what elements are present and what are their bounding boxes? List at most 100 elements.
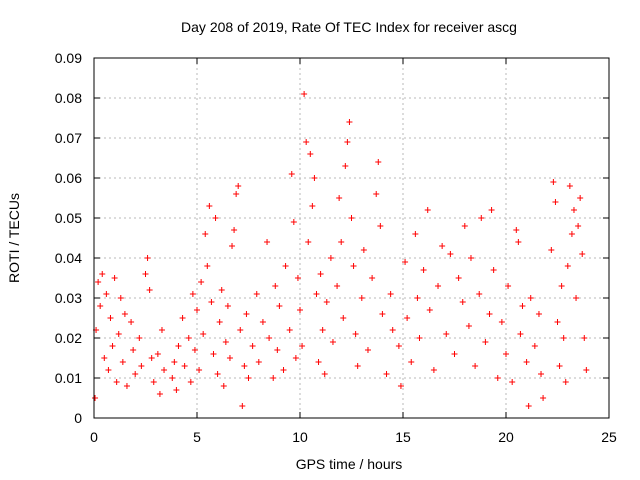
data-point <box>307 151 314 157</box>
data-point <box>301 91 308 97</box>
data-point <box>573 295 580 301</box>
plot-frame <box>93 57 610 419</box>
data-point <box>562 379 569 385</box>
x-tick-label: 0 <box>90 429 98 445</box>
data-point <box>360 247 367 253</box>
x-tick-label: 25 <box>601 429 617 445</box>
data-point <box>519 303 526 309</box>
data-point <box>552 199 559 205</box>
data-point <box>478 215 485 221</box>
data-point <box>556 363 563 369</box>
data-point <box>253 291 260 297</box>
data-point <box>358 295 365 301</box>
data-point <box>486 311 493 317</box>
data-point <box>206 203 213 209</box>
data-point <box>113 379 120 385</box>
data-point <box>395 343 402 349</box>
data-point <box>259 319 266 325</box>
data-point <box>443 331 450 337</box>
data-point <box>92 395 99 401</box>
data-point <box>103 291 110 297</box>
data-point <box>185 335 192 341</box>
data-point <box>158 327 165 333</box>
data-point <box>465 323 472 329</box>
data-point <box>191 347 198 353</box>
data-point <box>540 395 547 401</box>
data-point <box>558 283 565 289</box>
data-point <box>435 283 442 289</box>
data-point <box>212 215 219 221</box>
data-point <box>218 287 225 293</box>
data-point <box>290 219 297 225</box>
y-tick-label: 0.09 <box>55 50 82 66</box>
data-point <box>467 255 474 261</box>
data-point <box>420 267 427 273</box>
data-point <box>241 363 248 369</box>
data-point <box>245 375 252 381</box>
data-point <box>181 363 188 369</box>
data-point <box>111 275 118 281</box>
data-point <box>461 223 468 229</box>
data-point <box>408 359 415 365</box>
data-point <box>583 367 590 373</box>
data-point <box>560 335 567 341</box>
data-point <box>336 195 343 201</box>
data-point <box>156 391 163 397</box>
data-point <box>231 227 238 233</box>
data-point <box>150 379 157 385</box>
data-point <box>115 331 122 337</box>
data-point <box>577 195 584 201</box>
data-point <box>173 387 180 393</box>
data-point <box>272 283 279 289</box>
x-tick-label: 5 <box>193 429 201 445</box>
data-point <box>309 203 316 209</box>
data-point <box>350 263 357 269</box>
data-point <box>354 363 361 369</box>
data-point <box>329 339 336 345</box>
data-point <box>179 315 186 321</box>
data-point <box>426 307 433 313</box>
data-point <box>154 351 161 357</box>
data-point <box>136 335 143 341</box>
data-point <box>538 371 545 377</box>
data-point <box>105 367 112 373</box>
data-point <box>101 355 108 361</box>
data-point <box>412 231 419 237</box>
data-point <box>288 171 295 177</box>
data-point <box>204 263 211 269</box>
data-point <box>439 243 446 249</box>
data-point <box>505 283 512 289</box>
data-point <box>117 295 124 301</box>
data-point <box>402 259 409 265</box>
data-point <box>550 179 557 185</box>
data-point <box>142 271 149 277</box>
data-point <box>292 355 299 361</box>
data-point <box>375 159 382 165</box>
data-point <box>498 319 505 325</box>
x-axis-label: GPS time / hours <box>296 456 403 472</box>
data-point <box>364 347 371 353</box>
data-point <box>99 271 106 277</box>
data-point <box>270 375 277 381</box>
data-point <box>554 319 561 325</box>
data-point <box>243 311 250 317</box>
data-point <box>319 327 326 333</box>
data-point <box>509 379 516 385</box>
data-point <box>404 315 411 321</box>
data-point <box>189 291 196 297</box>
data-point <box>523 359 530 365</box>
data-point <box>148 355 155 361</box>
data-point <box>323 299 330 305</box>
data-point <box>235 183 242 189</box>
data-point <box>482 339 489 345</box>
data-point <box>515 239 522 245</box>
data-point <box>397 383 404 389</box>
data-point <box>416 335 423 341</box>
data-point <box>568 231 575 237</box>
data-point <box>237 327 244 333</box>
data-point <box>527 295 534 301</box>
data-point <box>414 295 421 301</box>
grid-lines <box>94 58 609 418</box>
data-point <box>161 367 168 373</box>
